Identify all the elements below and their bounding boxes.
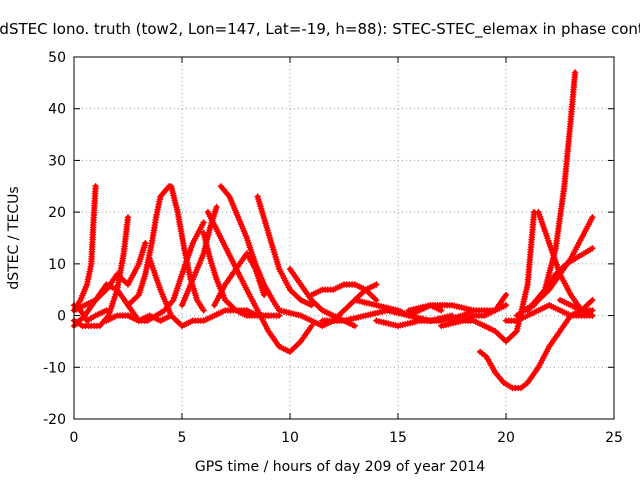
data-point xyxy=(438,307,445,314)
data-point xyxy=(200,307,207,314)
series-sat-h xyxy=(124,219,207,324)
x-tick-label: 10 xyxy=(281,430,299,446)
data-point xyxy=(142,240,149,247)
series-sat-b xyxy=(70,214,132,330)
data-point xyxy=(589,296,596,304)
series-sat-p xyxy=(254,193,315,309)
data-point xyxy=(124,214,132,221)
data-point xyxy=(213,203,220,211)
x-tick-label: 15 xyxy=(389,430,407,446)
data-point xyxy=(103,307,110,314)
data-point xyxy=(92,183,99,190)
y-tick-label: 10 xyxy=(48,257,66,273)
y-tick-label: -20 xyxy=(43,412,66,428)
data-point xyxy=(373,281,380,288)
chart-title: dSTEC Iono. truth (tow2, Lon=147, Lat=-1… xyxy=(0,20,640,39)
series-sat-q xyxy=(211,250,268,309)
series-sat-af xyxy=(513,69,579,319)
x-tick-label: 20 xyxy=(497,430,515,446)
x-tick-label: 5 xyxy=(178,430,187,446)
data-point xyxy=(589,214,596,221)
data-point xyxy=(589,245,596,252)
data-point xyxy=(351,322,358,330)
data-point xyxy=(260,291,268,299)
series-sat-a xyxy=(70,183,99,314)
y-tick-label: 20 xyxy=(48,205,66,221)
series-sat-t xyxy=(308,281,380,304)
data-point xyxy=(200,219,207,226)
data-series xyxy=(70,69,596,392)
y-tick-label: -10 xyxy=(43,360,66,376)
x-tick-label: 25 xyxy=(605,430,623,446)
data-point xyxy=(571,69,579,76)
y-axis-label: dSTEC / TECUs xyxy=(6,186,22,289)
series-sat-g xyxy=(124,183,173,309)
series-sat-o xyxy=(204,208,315,355)
plot-frame xyxy=(73,56,615,420)
y-tick-label: 40 xyxy=(48,102,66,118)
series-sat-e xyxy=(70,302,110,324)
x-axis-label: GPS time / hours of day 209 of year 2014 xyxy=(195,459,485,475)
axis-ticks: 0 5 10 15 20 25 -20 -10 0 10 20 30 40 50 xyxy=(43,50,623,446)
x-tick-label: 0 xyxy=(70,430,79,446)
y-tick-label: 0 xyxy=(57,309,66,325)
y-tick-label: 30 xyxy=(48,153,66,169)
data-point xyxy=(502,291,510,299)
data-point xyxy=(589,307,596,314)
series-sat-ag xyxy=(556,296,596,314)
data-point xyxy=(502,302,510,309)
y-tick-label: 50 xyxy=(48,50,66,66)
series-sat-ab xyxy=(502,302,596,324)
